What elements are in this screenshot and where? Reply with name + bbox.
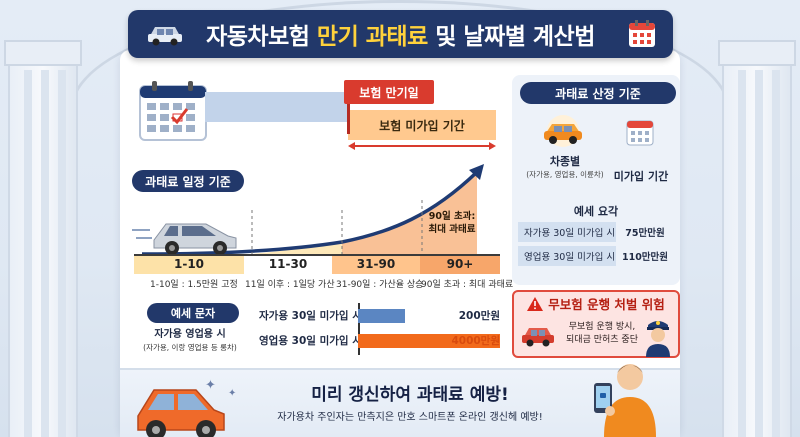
comparison-value: 4000만원 bbox=[451, 335, 500, 347]
page-title: 자동차보험 만기 과태료 및 날짜별 계산법 bbox=[206, 24, 595, 50]
calendar-icon bbox=[629, 20, 655, 47]
stage-1-10: 1-10 bbox=[134, 254, 244, 274]
uninsured-period-strip: 보험 미가입 기간 bbox=[348, 110, 496, 140]
warning-icon bbox=[527, 296, 544, 311]
by-type-sub: (자가용, 영업용, 이륜차) bbox=[526, 170, 604, 179]
example-row: 영업용 30일 미가입 시 110만만원 bbox=[518, 246, 674, 266]
comparison-label: 자가용 30일 미가입 시 bbox=[259, 310, 362, 322]
example-title: 예세 요각 bbox=[573, 205, 619, 218]
comparison-bar bbox=[358, 309, 405, 323]
banner-title: 미리 갱신하여 과태료 예방! bbox=[311, 385, 509, 405]
stage-note: 1-10일 : 1.5만원 고정 bbox=[150, 280, 238, 290]
warning-title: 무보험 운행 처벌 위험 bbox=[512, 294, 680, 313]
stage-axis-line bbox=[134, 254, 500, 256]
calendar-icon bbox=[626, 120, 654, 146]
criteria-pill: 과태료 산정 기준 bbox=[520, 82, 676, 104]
stage-11-30: 11-30 bbox=[244, 254, 332, 274]
stage-note: 31-90일 : 가산율 상승 bbox=[336, 280, 424, 290]
stage-note: 11일 이후 : 1일당 가산 bbox=[245, 280, 335, 290]
car-icon bbox=[544, 115, 582, 147]
by-type-label: 차종별 bbox=[549, 155, 581, 168]
insured-period-strip bbox=[205, 92, 350, 122]
car-icon bbox=[522, 328, 554, 347]
moving-car-icon bbox=[132, 223, 237, 255]
example-row: 자가용 30일 미가입 시 75만만원 bbox=[518, 222, 674, 242]
comparison-label: 영업용 30일 미가입 시 bbox=[259, 335, 362, 347]
warning-text: 무보험 운행 방시, 되대금 만허츠 중단 bbox=[566, 322, 638, 345]
standard-pill: 과태료 일정 기준 bbox=[132, 170, 244, 192]
police-officer-icon bbox=[646, 321, 670, 357]
example-pill: 예세 문자 bbox=[147, 303, 239, 323]
orange-car-icon bbox=[137, 389, 225, 437]
expiry-date-tag: 보험 만기일 bbox=[344, 80, 434, 104]
comparison-bar bbox=[358, 334, 500, 348]
large-calendar-icon bbox=[139, 81, 207, 141]
period-label: 미가입 기간 bbox=[613, 170, 669, 183]
stage-31-90: 31-90 bbox=[332, 254, 420, 274]
car-icon bbox=[148, 27, 182, 46]
stage-90-plus: 90+ bbox=[420, 254, 500, 274]
penalty-curve bbox=[132, 164, 484, 256]
double-arrow-icon bbox=[348, 142, 496, 150]
comparison-value: 200만원 bbox=[458, 310, 500, 322]
right-pillar bbox=[718, 40, 796, 437]
banner-subtitle: 자가용차 주인자는 만측지은 만호 스마트폰 온라인 갱신헤 예방! bbox=[277, 412, 543, 423]
max-penalty-annotation: 90일 초과: 최대 과태료 bbox=[428, 211, 476, 235]
sparkle-icon: ✦ bbox=[205, 378, 216, 393]
title-bar: 자동차보험 만기 과태료 및 날짜별 계산법 bbox=[128, 10, 673, 58]
example-sub: (자가용, 이랑 영업용 등 롱차) bbox=[143, 343, 237, 352]
sparkle-icon: ✦ bbox=[228, 388, 237, 399]
left-pillar bbox=[4, 40, 82, 437]
comparison-axis bbox=[358, 303, 360, 355]
expiry-marker-line bbox=[347, 100, 350, 134]
example-line: 자가용 영업용 시 bbox=[154, 329, 226, 340]
stage-note: 90일 초과 : 최대 과태료 bbox=[421, 280, 514, 290]
person-with-phone-icon bbox=[594, 364, 656, 437]
